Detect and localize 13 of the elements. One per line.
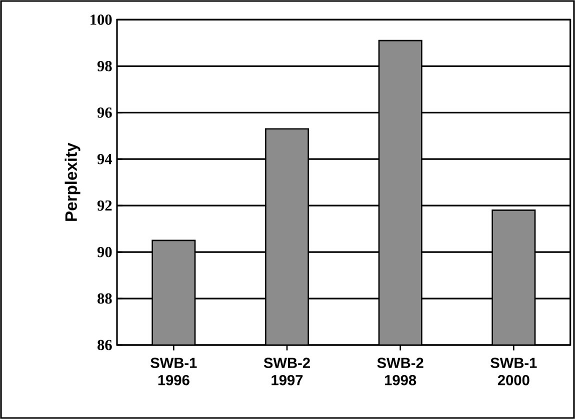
- x-tick-label: SWB-2 1998: [377, 358, 424, 386]
- x-tick-label: SWB-1 1996: [150, 358, 197, 386]
- y-tick-label: 94: [97, 154, 112, 164]
- y-tick-label: 96: [97, 107, 112, 118]
- y-tick-label: 100: [90, 14, 112, 25]
- y-axis-title: Perplexity: [64, 142, 80, 221]
- y-tick-label: 98: [97, 61, 112, 72]
- y-tick-label: 88: [98, 293, 112, 304]
- x-tick-label: SWB-2 1997: [264, 358, 310, 386]
- x-tick-label: SWB-1 2000: [490, 358, 537, 386]
- y-tick-label: 92: [97, 200, 112, 211]
- y-tick-label: 86: [98, 340, 112, 350]
- y-tick-label: 90: [97, 246, 112, 258]
